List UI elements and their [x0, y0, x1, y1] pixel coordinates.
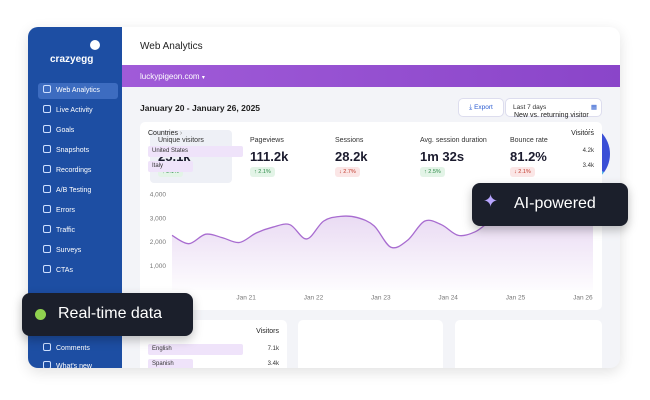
- metric-change: ↓ 2.1%: [510, 167, 535, 177]
- row-value: 7.1k: [267, 346, 279, 352]
- site-bar: [122, 65, 620, 87]
- ai-label: AI-powered: [514, 195, 596, 212]
- panel-title: New vs. returning visitor: [514, 112, 589, 119]
- header-bar: [122, 27, 620, 65]
- menu-item[interactable]: What's new: [38, 359, 118, 368]
- menu-label: Traffic: [56, 227, 76, 234]
- metric-value: 1m 32s: [420, 149, 465, 164]
- panel-column: Visitors: [571, 130, 594, 137]
- row-bar: [148, 359, 193, 368]
- x-tick-label: Jan 26: [573, 295, 593, 302]
- date-range: January 20 - January 26, 2025: [140, 103, 261, 113]
- export-button[interactable]: ⤓ Export: [458, 98, 504, 117]
- metric-change: ↑ 2.1%: [158, 167, 183, 177]
- more-menu[interactable]: ···: [585, 124, 594, 134]
- realtime-badge: Real-time data: [22, 293, 193, 336]
- menu-item[interactable]: Snapshots: [38, 143, 118, 159]
- menu-item[interactable]: Goals: [38, 123, 118, 139]
- menu-item[interactable]: Traffic: [38, 223, 118, 239]
- sparkle-icon: ✦: [483, 191, 499, 211]
- menu-label: Snapshots: [56, 147, 90, 154]
- menu-item[interactable]: Web Analytics: [38, 83, 118, 99]
- menu-label: Errors: [56, 207, 76, 214]
- menu-item[interactable]: A/B Testing: [38, 183, 118, 199]
- menu-label: Goals: [56, 127, 75, 134]
- metric-change: ↑ 2.5%: [420, 167, 445, 177]
- live-dot: [35, 309, 46, 320]
- ai-badge: ✦ AI-powered: [472, 183, 628, 226]
- menu-label: Recordings: [56, 167, 92, 174]
- menu-label: Surveys: [56, 247, 82, 254]
- y-tick-label: 3,000: [150, 215, 167, 222]
- menu-label: Web Analytics: [56, 87, 100, 94]
- menu-item[interactable]: Surveys: [38, 243, 118, 259]
- row-bar: [148, 344, 243, 355]
- change-value: 2.1%: [258, 169, 271, 175]
- export-label: Export: [474, 104, 493, 111]
- metric-change: ↓ 2.7%: [335, 167, 360, 177]
- metric-label: Unique visitors: [158, 137, 204, 144]
- row-label: United States: [152, 148, 189, 154]
- panel-title: Countries ›: [148, 130, 183, 137]
- menu-label: Live Activity: [56, 107, 93, 114]
- metric-change: ↑ 2.1%: [250, 167, 275, 177]
- metric-label: Bounce rate: [510, 137, 548, 144]
- x-tick-label: Jan 22: [304, 295, 324, 302]
- menu-label: A/B Testing: [56, 187, 92, 194]
- menu-label: Comments: [56, 345, 90, 352]
- logo-icon: [90, 40, 100, 50]
- menu-label: CTAs: [56, 267, 73, 274]
- metric-label: Sessions: [335, 137, 364, 144]
- metric-label: Avg. session duration: [420, 137, 487, 144]
- change-value: 2.7%: [343, 169, 356, 175]
- menu-item[interactable]: Errors: [38, 203, 118, 219]
- countries-panel: [298, 320, 443, 368]
- y-tick-label: 4,000: [150, 192, 167, 199]
- menu-item[interactable]: Live Activity: [38, 103, 118, 119]
- row-value: 3.4k: [582, 163, 594, 169]
- x-tick-label: Jan 23: [371, 295, 391, 302]
- realtime-label: Real-time data: [58, 305, 163, 322]
- change-value: 2.1%: [518, 169, 531, 175]
- row-label: Italy: [152, 163, 164, 169]
- x-tick-label: Jan 24: [438, 295, 458, 302]
- metric-value: 81.2%: [510, 149, 547, 164]
- languages-panel: [455, 320, 602, 368]
- page-title: Web Analytics: [140, 41, 203, 52]
- menu-item[interactable]: CTAs: [38, 263, 118, 279]
- site-name: luckypigeon.com: [140, 72, 200, 81]
- logo: crazyegg: [50, 54, 94, 65]
- period-label: Last 7 days: [513, 104, 547, 111]
- row-label: Spanish: [152, 361, 174, 367]
- change-value: 2.1%: [166, 169, 179, 175]
- row-value: 4.2k: [582, 148, 594, 154]
- row-bar: [148, 161, 193, 172]
- y-tick-label: 2,000: [150, 239, 167, 246]
- metric-value: 28.2k: [335, 149, 368, 164]
- y-tick-label: 1,000: [150, 263, 167, 270]
- row-bar: [148, 146, 243, 157]
- menu-label: What's new: [56, 363, 92, 368]
- menu-item[interactable]: Recordings: [38, 163, 118, 179]
- panel-column: Visitors: [256, 328, 279, 335]
- site-selector[interactable]: luckypigeon.com ▾: [140, 72, 205, 81]
- x-tick-label: Jan 25: [506, 295, 526, 302]
- row-label: English: [152, 346, 172, 352]
- change-value: 2.5%: [428, 169, 441, 175]
- metric-value: 111.2k: [250, 149, 289, 164]
- menu-item[interactable]: Comments: [38, 341, 118, 357]
- metric-label: Pageviews: [250, 137, 284, 144]
- x-tick-label: Jan 21: [236, 295, 256, 302]
- row-value: 3.4k: [267, 361, 279, 367]
